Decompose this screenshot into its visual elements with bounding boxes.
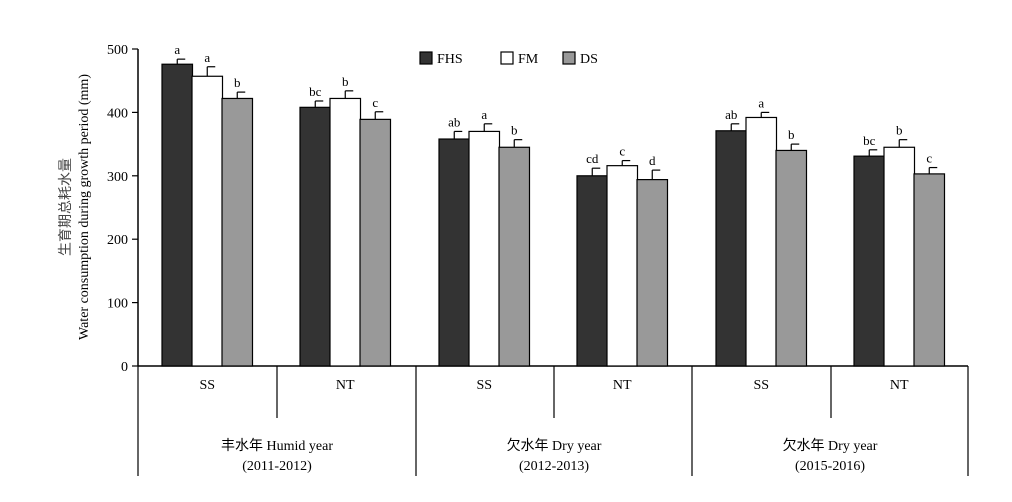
group-label-line2: (2015-2016) — [795, 459, 865, 474]
significance-label: b — [234, 75, 241, 90]
bar-fm — [883, 146, 916, 367]
group-label-line1: 欠水年 Dry year — [783, 438, 878, 454]
significance-label: bc — [309, 84, 322, 99]
bar-fm — [745, 116, 778, 367]
significance-label: b — [788, 127, 795, 142]
bar-ds — [775, 149, 808, 367]
legend-label-fhs: FHS — [437, 52, 463, 67]
bar-fm — [329, 97, 362, 367]
cluster-label-ss: SS — [199, 378, 215, 393]
significance-label: ab — [725, 107, 737, 122]
y-tick-label: 400 — [107, 106, 128, 121]
cluster-label-ss: SS — [753, 378, 769, 393]
significance-label: a — [758, 95, 764, 110]
group-label-line2: (2012-2013) — [519, 459, 589, 474]
significance-label: c — [926, 151, 932, 166]
y-tick-label: 200 — [107, 233, 128, 248]
labels-layer: 0 100 200 300 400 500 生育期总耗水量 Water consumption… — [58, 42, 932, 474]
y-axis-label-en: Water consumption during growth period (… — [77, 74, 92, 340]
bar-fhs — [715, 130, 748, 367]
significance-label: c — [372, 95, 378, 110]
significance-label: a — [174, 42, 180, 57]
legend-label-fm: FM — [518, 52, 539, 67]
cluster-label-nt: NT — [336, 378, 355, 393]
legend-swatch-ds — [562, 51, 576, 65]
bars-layer — [161, 58, 946, 367]
significance-label: a — [481, 107, 487, 122]
significance-label: b — [342, 74, 349, 89]
bar-fhs — [299, 106, 332, 367]
significance-label: c — [619, 144, 625, 159]
bar-fhs — [853, 155, 886, 367]
bar-fhs — [438, 138, 471, 367]
significance-label: d — [649, 153, 656, 168]
y-tick-label: 500 — [107, 43, 128, 58]
bar-ds — [221, 97, 254, 367]
cluster-label-ss: SS — [476, 378, 492, 393]
significance-label: b — [896, 123, 903, 138]
y-tick-label: 0 — [121, 360, 128, 375]
significance-label: cd — [586, 151, 599, 166]
significance-label: bc — [863, 133, 876, 148]
legend-swatch-fhs — [419, 51, 433, 65]
bar-ds — [498, 146, 531, 367]
legend-swatch-fm — [500, 51, 514, 65]
group-label-line1: 丰水年 Humid year — [221, 438, 333, 454]
bar-fhs — [161, 63, 194, 367]
legend: FHS FM DS — [419, 51, 598, 67]
bar-ds — [359, 118, 392, 367]
group-label-line2: (2011-2012) — [242, 459, 312, 474]
axes-layer — [132, 48, 969, 476]
bar-fm — [191, 75, 224, 367]
y-axis-label-cn: 生育期总耗水量 — [58, 158, 74, 256]
cluster-label-nt: NT — [890, 378, 909, 393]
group-label-line1: 欠水年 Dry year — [507, 438, 602, 454]
bar-fm — [606, 165, 639, 367]
cluster-label-nt: NT — [613, 378, 632, 393]
significance-label: b — [511, 123, 518, 138]
y-tick-label: 100 — [107, 297, 128, 312]
bar-ds — [913, 173, 946, 367]
significance-label: ab — [448, 114, 460, 129]
bar-fm — [468, 130, 501, 367]
legend-label-ds: DS — [580, 52, 598, 67]
bar-fhs — [576, 175, 609, 367]
bar-ds — [636, 179, 669, 367]
y-tick-label: 300 — [107, 170, 128, 185]
significance-label: a — [204, 50, 210, 65]
